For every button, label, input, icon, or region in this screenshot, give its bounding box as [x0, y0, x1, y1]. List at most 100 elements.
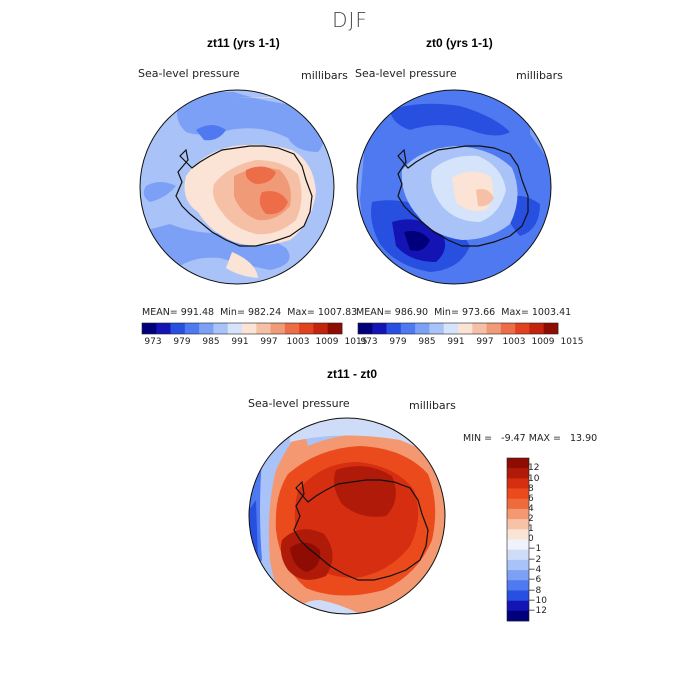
panel2-colorbar-swatch: [486, 323, 502, 334]
panel2-variable-label: Sea-level pressure: [355, 67, 457, 80]
panel2-colorbar-swatch: [443, 323, 459, 334]
panel1-tick: 979: [173, 337, 191, 347]
panel3-tick: −2: [528, 555, 542, 565]
panel2-tick: 997: [476, 337, 494, 347]
panel1-colorbar-swatch: [327, 323, 343, 334]
panel1-fill-high-southeast: [296, 266, 322, 283]
panel1-colorbar-swatch: [284, 323, 300, 334]
panel2-colorbar-swatch: [372, 323, 387, 334]
panel1-fill-edge-southwest: [140, 244, 156, 284]
panel1-tick: 1003: [286, 337, 310, 347]
panel3-tick: −4: [528, 565, 542, 575]
panel3-colorbar-border: [506, 457, 530, 622]
panel2-tick: 1009: [531, 337, 555, 347]
panel1-colorbar-swatch: [142, 323, 157, 334]
panel3-fill-edge-west: [249, 418, 310, 614]
panel2-colorbar: [357, 322, 559, 335]
panel2-fill-peak: [476, 189, 494, 207]
panel3-colorbar-swatch: [507, 508, 529, 520]
panel3-tick: 2: [528, 514, 534, 524]
panel2-tick: 991: [447, 337, 465, 347]
panel3-colorbar-swatch: [507, 529, 529, 540]
panel3-colorbar-swatch: [507, 590, 529, 601]
panel1-mean-label: MEAN=: [142, 307, 178, 318]
panel2-tick: 979: [389, 337, 407, 347]
panel2-min-label: Min=: [434, 307, 459, 318]
panel3-tick: −10: [528, 596, 547, 606]
panel2-max-value: 1003.41: [531, 307, 572, 318]
panel1-colorbar-swatch: [156, 323, 171, 334]
panel1-title: zt11 (yrs 1-1): [207, 36, 280, 50]
panel2-max-label: Max=: [501, 307, 529, 318]
panel2-colorbar-swatch: [515, 323, 530, 334]
panel1-colorbar: [141, 322, 343, 335]
panel1-tick: 973: [144, 337, 162, 347]
panel3-tick: 6: [528, 494, 534, 504]
panel1-stats: MEAN= 991.48 Min= 982.24 Max= 1007.83: [142, 307, 357, 318]
panel2-units-label: millibars: [516, 69, 563, 82]
panel3-colorbar: [506, 457, 530, 622]
panel1-colorbar-swatch: [213, 323, 229, 334]
panel3-colorbar-swatch: [507, 519, 529, 530]
panel1-map: [140, 90, 334, 284]
panel3-fill-high-north: [334, 466, 396, 517]
panel3-colorbar-swatch: [507, 580, 529, 591]
panel1-max-label: Max=: [287, 307, 315, 318]
panel3-fill-maximum: [290, 542, 321, 572]
panel2-min-value: 973.66: [461, 307, 496, 318]
panel3-colorbar-swatch: [507, 458, 529, 469]
panel2-fill-low-north: [390, 103, 510, 136]
panel3-minmax: MIN = -9.47 MAX = 13.90: [463, 433, 598, 444]
panel3-map-border: [248, 417, 446, 615]
panel3-coastline: [293, 479, 429, 581]
panel1-min-value: 982.24: [247, 307, 282, 318]
panel2-tick: 973: [360, 337, 378, 347]
panel1-tick: 1015: [344, 337, 368, 347]
panel1-fill-peak-east: [259, 191, 288, 215]
panel1-colorbar-swatch: [184, 323, 200, 334]
panel2-title: zt0 (yrs 1-1): [426, 36, 493, 50]
panel1-fill-low-core: [196, 125, 226, 141]
panel1-tick: 1009: [315, 337, 339, 347]
panel2-colorbar-swatch: [429, 323, 445, 334]
panel3-variable-label: Sea-level pressure: [248, 397, 350, 410]
panel3-map: [249, 418, 445, 614]
panel1-colorbar-swatch: [299, 323, 314, 334]
panel1-fill-low-west: [143, 182, 176, 202]
panel3-colorbar-swatch: [507, 539, 529, 550]
panel1-fill-peak-north: [245, 166, 276, 184]
panel1-colorbar-swatch: [270, 323, 286, 334]
panel3-colorbar-swatch: [507, 559, 529, 571]
panel1-tick: 991: [231, 337, 249, 347]
panel2-colorbar-swatch: [458, 323, 473, 334]
panel2-tick: 1015: [560, 337, 584, 347]
panel2-colorbar-swatch: [386, 323, 402, 334]
panel1-tick: 997: [260, 337, 278, 347]
panel3-tick: −12: [528, 606, 547, 616]
panel1-mean-value: 991.48: [180, 307, 215, 318]
panel2-colorbar-swatch: [358, 323, 373, 334]
panel3-colorbar-swatch: [507, 498, 529, 510]
panel3-units-label: millibars: [409, 399, 456, 412]
panel2-colorbar-swatch: [500, 323, 516, 334]
panel1-colorbar-swatch: [170, 323, 186, 334]
panel3-colorbar-swatch: [507, 488, 529, 500]
panel1-colorbar-swatch: [313, 323, 329, 334]
panel1-colorbar-swatch: [227, 323, 243, 334]
panel2-tick: 1003: [502, 337, 526, 347]
panel3-tick: 1: [528, 524, 534, 534]
panel2-coastline: [397, 145, 529, 247]
panel3-tick: 0: [528, 534, 534, 544]
panel3-colorbar-swatch: [507, 549, 529, 561]
panel2-colorbar-border: [357, 322, 559, 335]
panel3-tick: 12: [528, 463, 540, 473]
panel3-colorbar-swatch: [507, 610, 529, 622]
panel2-tick: 985: [418, 337, 436, 347]
panel1-colorbar-border: [141, 322, 343, 335]
panel1-colorbar-swatch: [242, 323, 257, 334]
panel1-map-border: [139, 89, 335, 285]
panel2-map: [357, 90, 551, 284]
panel3-colorbar-swatch: [507, 600, 529, 612]
panel2-fill-minimum: [404, 231, 430, 251]
panel1-coastline: [175, 145, 313, 247]
